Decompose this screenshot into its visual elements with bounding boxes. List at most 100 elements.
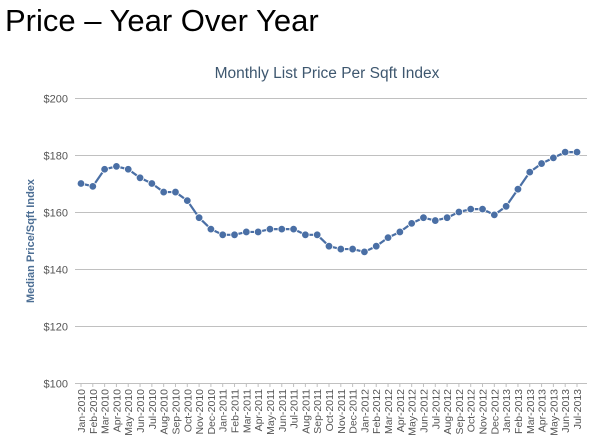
x-tick-label: Apr-2012 [395, 389, 407, 432]
data-point-Oct-2011 [324, 241, 334, 251]
chart-title: Monthly List Price Per Sqft Index [215, 65, 440, 82]
data-point-Mar-2010 [100, 165, 109, 174]
x-tick-label: Jun-2011 [277, 389, 289, 432]
x-tick-label: Sep-2011 [312, 389, 324, 434]
x-tick-label: Jun-2012 [418, 389, 430, 433]
data-point-May-2011 [265, 224, 275, 234]
x-tick-label: May-2011 [265, 389, 277, 435]
data-point-Nov-2012 [478, 204, 487, 214]
x-tick-label: Nov-2011 [336, 389, 348, 434]
data-point-Mar-2012 [383, 233, 393, 242]
data-point-Dec-2012 [490, 210, 499, 220]
y-tick-label: $140 [44, 265, 68, 277]
data-point-Apr-2011 [253, 227, 263, 237]
x-tick-label: Feb-2013 [513, 389, 525, 434]
data-point-Jul-2012 [431, 216, 440, 225]
slide-title: Price – Year Over Year [5, 3, 319, 38]
x-tick-label: Jun-2013 [560, 389, 572, 433]
data-point-May-2012 [407, 219, 416, 228]
y-tick-label: $120 [44, 322, 68, 334]
data-point-Jun-2010 [135, 173, 145, 182]
data-point-Oct-2012 [466, 204, 475, 214]
x-tick-label: Apr-2010 [111, 389, 123, 432]
x-tick-label: May-2012 [407, 389, 419, 436]
x-axis-ticks: Jan-2010 Feb-2010 Mar-2010 Apr-2010 May-2010… [76, 383, 584, 436]
data-point-Jan-2011 [218, 230, 227, 239]
y-tick-label: $160 [44, 208, 68, 220]
x-tick-label: Oct-2011 [324, 389, 336, 432]
data-point-Mar-2013 [525, 167, 534, 177]
data-point-Sep-2012 [454, 207, 464, 217]
x-tick-label: Mar-2013 [525, 389, 537, 434]
x-tick-label: Apr-2013 [537, 389, 549, 432]
y-axis-ticks: $100 $120 $140 $160 $180 $200 [44, 94, 68, 391]
data-point-Nov-2010 [194, 213, 204, 222]
data-point-Sep-2010 [171, 187, 180, 197]
x-tick-label: Jan-2013 [501, 389, 513, 433]
y-axis-label: Median Price/Sqft Index [25, 178, 37, 303]
x-tick-label: Sep-2010 [170, 389, 182, 435]
x-tick-label: Dec-2011 [348, 389, 360, 434]
data-point-Aug-2010 [159, 187, 168, 197]
data-point-Feb-2013 [513, 184, 523, 194]
x-tick-label: Jun-2010 [135, 389, 147, 433]
data-point-Jun-2012 [419, 213, 428, 222]
x-tick-label: Nov-2012 [478, 389, 490, 435]
x-tick-label: Sep-2012 [454, 389, 466, 435]
x-tick-label: Apr-2011 [253, 389, 265, 432]
data-point-Dec-2011 [348, 244, 357, 254]
x-tick-label: Jan-2012 [359, 389, 371, 433]
x-tick-label: Feb-2011 [230, 389, 242, 433]
data-point-Jul-2013 [572, 147, 582, 157]
x-tick-label: Dec-2012 [489, 389, 501, 435]
data-point-Jan-2012 [360, 247, 369, 257]
x-tick-label: Aug-2010 [159, 389, 171, 435]
y-tick-label: $200 [44, 94, 68, 106]
data-point-Jan-2013 [501, 202, 511, 211]
x-tick-label: Jul-2010 [147, 389, 159, 429]
data-point-Feb-2010 [88, 182, 98, 191]
data-point-Dec-2010 [206, 224, 216, 234]
data-point-Mar-2011 [242, 227, 251, 237]
x-tick-label: Jan-2011 [218, 389, 230, 432]
x-tick-label: Mar-2010 [100, 389, 112, 434]
data-point-Aug-2011 [301, 230, 310, 239]
x-tick-label: May-2013 [548, 389, 560, 436]
x-tick-label: Oct-2012 [466, 389, 478, 432]
x-tick-label: Jan-2010 [76, 389, 88, 433]
x-tick-label: Feb-2012 [371, 389, 383, 434]
data-point-Apr-2012 [395, 227, 405, 237]
data-point-May-2010 [124, 165, 133, 174]
y-tick-label: $180 [44, 151, 68, 163]
data-point-Jun-2013 [560, 147, 570, 157]
data-point-Jun-2011 [277, 224, 286, 234]
data-point-May-2013 [549, 153, 558, 163]
series-line [79, 151, 579, 253]
data-point-Feb-2011 [230, 230, 239, 239]
x-tick-label: Oct-2010 [182, 389, 194, 432]
data-point-Jan-2010 [76, 179, 86, 188]
data-point-Sep-2011 [312, 230, 322, 239]
y-tick-label: $100 [44, 379, 68, 391]
x-tick-label: Nov-2010 [194, 389, 206, 435]
x-tick-label: Aug-2011 [300, 389, 312, 434]
data-point-Nov-2011 [336, 244, 346, 254]
x-tick-label: Jul-2012 [430, 389, 442, 429]
data-point-Apr-2010 [112, 162, 121, 171]
data-point-Aug-2012 [442, 213, 452, 222]
data-point-Feb-2012 [372, 241, 381, 251]
x-tick-label: May-2010 [123, 389, 135, 436]
x-tick-label: Jul-2011 [289, 389, 301, 429]
x-tick-label: Jul-2013 [572, 389, 584, 429]
series-points [76, 147, 582, 257]
x-tick-label: Aug-2012 [442, 389, 454, 435]
x-tick-label: Mar-2011 [241, 389, 253, 433]
data-point-Apr-2013 [537, 159, 546, 168]
data-point-Oct-2010 [183, 196, 192, 205]
x-tick-label: Mar-2012 [383, 389, 395, 434]
data-point-Jul-2010 [147, 179, 157, 188]
data-point-Jul-2011 [289, 224, 298, 234]
x-tick-label: Feb-2010 [88, 389, 100, 434]
grid-lines [75, 98, 587, 384]
